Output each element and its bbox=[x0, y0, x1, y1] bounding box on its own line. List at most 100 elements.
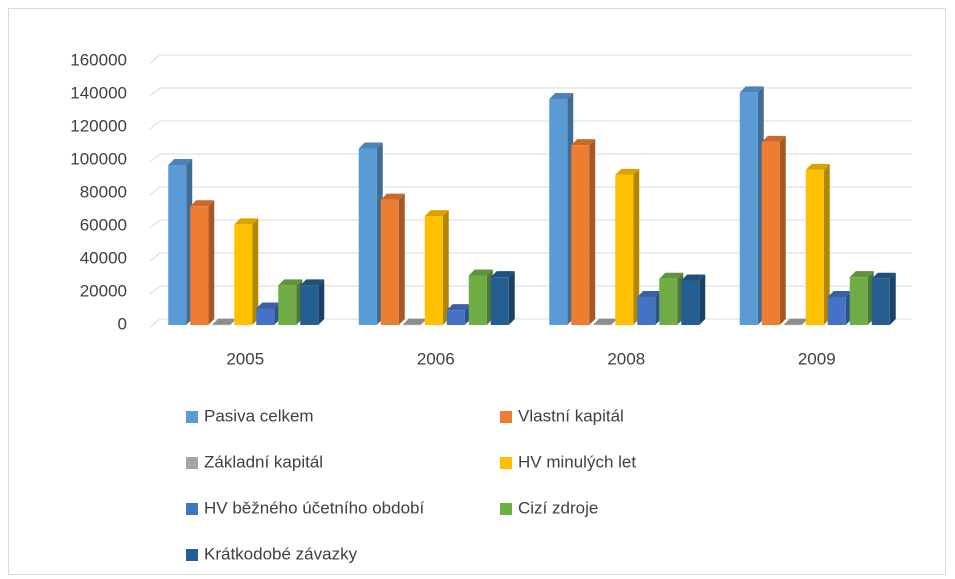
bar bbox=[402, 324, 421, 326]
bar-top bbox=[380, 193, 405, 200]
legend-swatch bbox=[500, 411, 512, 423]
legend-label: Základní kapitál bbox=[204, 452, 323, 471]
y-tick-label: 60000 bbox=[80, 215, 127, 234]
legend-label: Krátkodobé závazky bbox=[204, 544, 358, 563]
bar bbox=[278, 285, 297, 325]
y-tick-label: 80000 bbox=[80, 182, 127, 201]
bar-top bbox=[278, 279, 303, 286]
bar-top bbox=[424, 210, 449, 217]
bar-side bbox=[699, 274, 706, 325]
bar-top bbox=[402, 318, 427, 325]
bar bbox=[424, 216, 443, 325]
bar-top bbox=[827, 290, 852, 297]
bar-side bbox=[208, 200, 215, 325]
bar-side bbox=[252, 218, 259, 325]
bar bbox=[168, 164, 187, 325]
bar-top bbox=[358, 142, 383, 149]
bar bbox=[849, 277, 868, 325]
x-tick-label: 2005 bbox=[226, 349, 264, 368]
bar bbox=[468, 275, 487, 325]
bar-side bbox=[508, 271, 515, 325]
grid-line-floor bbox=[149, 285, 161, 295]
bar bbox=[549, 98, 568, 325]
y-tick-label: 100000 bbox=[70, 149, 127, 168]
bar-side bbox=[398, 193, 405, 325]
bar bbox=[593, 324, 612, 326]
bar-top bbox=[615, 168, 640, 175]
bar-side bbox=[633, 168, 640, 325]
bar-top bbox=[593, 318, 618, 325]
bar-top bbox=[849, 271, 874, 278]
grid-line-floor bbox=[149, 153, 161, 163]
bar-top bbox=[300, 279, 325, 286]
legend-label: Vlastní kapitál bbox=[518, 406, 624, 425]
legend-label: Cizí zdroje bbox=[518, 498, 598, 517]
legend-swatch bbox=[500, 457, 512, 469]
legend-label: HV minulých let bbox=[518, 452, 636, 471]
bar-side bbox=[823, 163, 830, 325]
bar-side bbox=[442, 210, 449, 325]
bar bbox=[212, 324, 231, 326]
legend-swatch bbox=[186, 549, 198, 561]
bar bbox=[380, 199, 399, 325]
grid-line-floor bbox=[149, 252, 161, 262]
legend-swatch bbox=[186, 503, 198, 515]
legend-swatch bbox=[186, 457, 198, 469]
bar bbox=[358, 148, 377, 325]
bar bbox=[571, 145, 590, 325]
y-tick-label: 20000 bbox=[80, 281, 127, 300]
bar-top bbox=[783, 318, 808, 325]
y-tick-label: 160000 bbox=[70, 50, 127, 69]
bar-top bbox=[659, 272, 684, 279]
bar-top bbox=[637, 290, 662, 297]
legend-label: Pasiva celkem bbox=[204, 406, 314, 425]
bar-side bbox=[589, 139, 596, 325]
bar bbox=[615, 174, 634, 325]
y-tick-label: 40000 bbox=[80, 248, 127, 267]
bar-side bbox=[889, 272, 896, 325]
bar-top bbox=[805, 163, 830, 170]
bar-side bbox=[318, 279, 325, 325]
bar-top bbox=[739, 86, 764, 93]
bar-top bbox=[549, 92, 574, 99]
legend-swatch bbox=[500, 503, 512, 515]
bar-top bbox=[871, 272, 896, 279]
bar-top bbox=[190, 200, 215, 207]
bar bbox=[805, 169, 824, 325]
bar-top bbox=[446, 304, 471, 311]
bar bbox=[300, 285, 319, 325]
bar bbox=[446, 310, 465, 325]
grid-line-floor bbox=[149, 219, 161, 229]
y-tick-label: 140000 bbox=[70, 83, 127, 102]
bar bbox=[659, 278, 678, 325]
x-tick-label: 2008 bbox=[607, 349, 645, 368]
bar-top bbox=[761, 135, 786, 142]
grid-line-floor bbox=[149, 318, 161, 328]
bar-top bbox=[234, 218, 259, 225]
grid-line-floor bbox=[149, 54, 161, 64]
grid-line-floor bbox=[149, 186, 161, 196]
bar bbox=[827, 296, 846, 325]
bar bbox=[234, 224, 253, 325]
y-tick-label: 120000 bbox=[70, 116, 127, 135]
grid-line-floor bbox=[149, 120, 161, 130]
bar bbox=[490, 277, 509, 325]
x-tick-label: 2009 bbox=[798, 349, 836, 368]
bar-top bbox=[681, 274, 706, 281]
x-tick-label: 2006 bbox=[417, 349, 455, 368]
bar bbox=[256, 308, 275, 325]
bar bbox=[783, 324, 802, 326]
bar bbox=[761, 141, 780, 325]
bar-top bbox=[571, 139, 596, 146]
bar-top bbox=[256, 302, 281, 309]
bar-top bbox=[468, 269, 493, 276]
y-tick-label: 0 bbox=[118, 314, 127, 333]
bar bbox=[637, 296, 656, 325]
bar bbox=[739, 92, 758, 325]
grid-line-floor bbox=[149, 87, 161, 97]
legend-label: HV běžného účetního období bbox=[204, 498, 425, 517]
bar bbox=[681, 280, 700, 325]
bar-top bbox=[212, 318, 237, 325]
bar-side bbox=[779, 135, 786, 325]
